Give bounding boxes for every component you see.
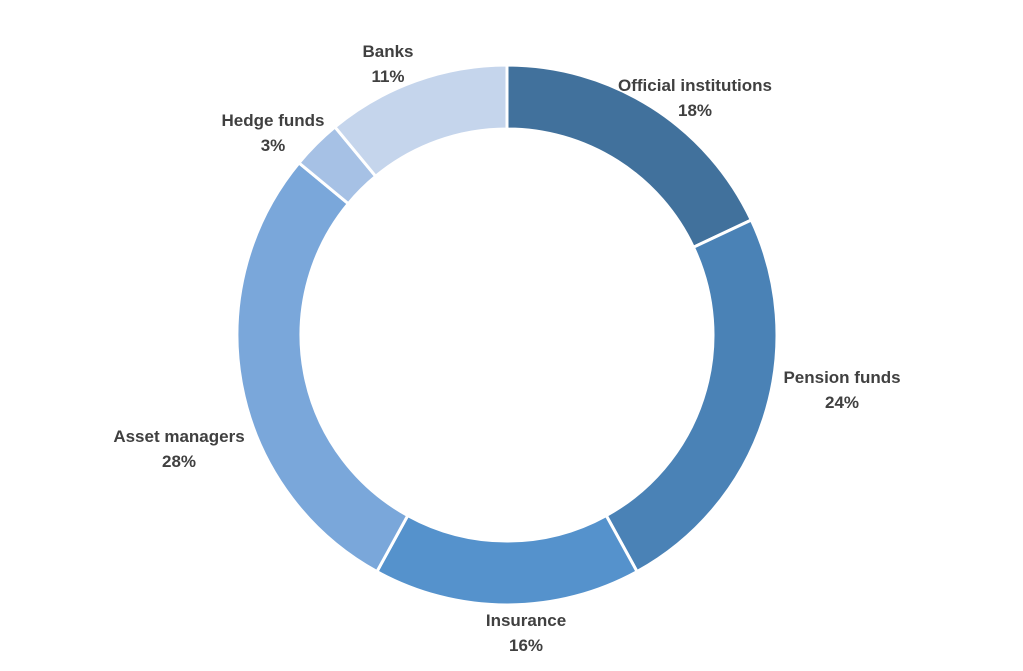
- label-hedge-funds-value: 3%: [261, 136, 286, 155]
- slice-banks: [332, 63, 509, 179]
- label-official-institutions-value: 18%: [678, 101, 712, 120]
- slice-asset-managers: [235, 160, 410, 574]
- label-asset-managers-value: 28%: [162, 452, 196, 471]
- slice-pension-funds: [604, 218, 779, 574]
- slice-insurance: [374, 513, 640, 607]
- label-asset-managers-name: Asset managers: [113, 427, 244, 446]
- label-pension-funds-value: 24%: [825, 393, 859, 412]
- label-pension-funds-name: Pension funds: [783, 368, 900, 387]
- donut-slices: [235, 63, 779, 607]
- label-insurance-name: Insurance: [486, 611, 566, 630]
- label-banks-name: Banks: [362, 42, 413, 61]
- label-official-institutions-name: Official institutions: [618, 76, 772, 95]
- slice-labels: Official institutions 18% Pension funds …: [113, 42, 900, 655]
- label-hedge-funds-name: Hedge funds: [222, 111, 325, 130]
- label-banks-value: 11%: [371, 67, 404, 86]
- label-insurance-value: 16%: [509, 636, 543, 655]
